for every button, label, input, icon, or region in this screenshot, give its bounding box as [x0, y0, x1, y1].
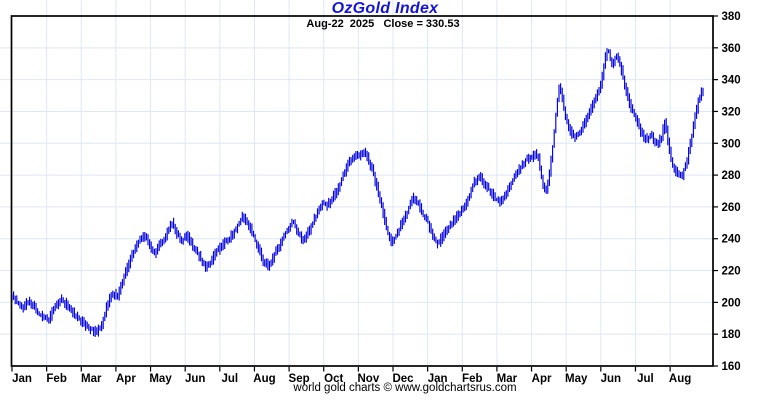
x-axis-label: Oct: [324, 373, 343, 385]
y-axis-label: 240: [722, 234, 741, 246]
x-axis-label: Apr: [116, 373, 136, 385]
chart-annotation: Aug-22 2025 Close = 330.53: [306, 18, 460, 30]
y-axis-label: 220: [722, 266, 741, 278]
y-axis-label: 300: [722, 138, 741, 150]
x-axis-label: Jan: [12, 373, 32, 385]
y-axis-label: 260: [722, 202, 741, 214]
y-axis-label: 380: [722, 11, 741, 23]
chart-footer: world gold charts © www.goldchartsrus.co…: [293, 382, 517, 394]
x-axis-label: Aug: [669, 373, 691, 385]
x-axis-label: Jan: [428, 373, 448, 385]
y-axis-label: 340: [722, 75, 741, 87]
x-axis-label: Mar: [81, 373, 102, 385]
x-axis-label: May: [565, 373, 588, 385]
x-axis-label: Sep: [289, 373, 310, 385]
chart-title: OzGold Index: [331, 0, 439, 17]
x-axis-label: Aug: [253, 373, 275, 385]
plot-frame: [10, 15, 714, 367]
x-axis-label: Apr: [532, 373, 552, 385]
y-axis-label: 180: [722, 329, 741, 341]
x-axis-label: Nov: [357, 373, 379, 385]
y-axis-label: 280: [722, 170, 741, 182]
y-axis-label: 360: [722, 43, 741, 55]
x-axis-label: Feb: [46, 373, 66, 385]
y-axis-label: 160: [722, 361, 741, 373]
y-axis-label: 200: [722, 297, 741, 309]
x-axis-label: Jun: [601, 373, 621, 385]
x-axis-label: May: [149, 373, 172, 385]
x-axis-label: Mar: [497, 373, 518, 385]
x-axis-label: Jul: [637, 373, 654, 385]
x-axis-label: Feb: [462, 373, 482, 385]
x-axis-label: Dec: [392, 373, 414, 385]
x-axis-label: Jul: [222, 373, 239, 385]
y-axis-label: 320: [722, 106, 741, 118]
x-axis-label: Jun: [185, 373, 205, 385]
